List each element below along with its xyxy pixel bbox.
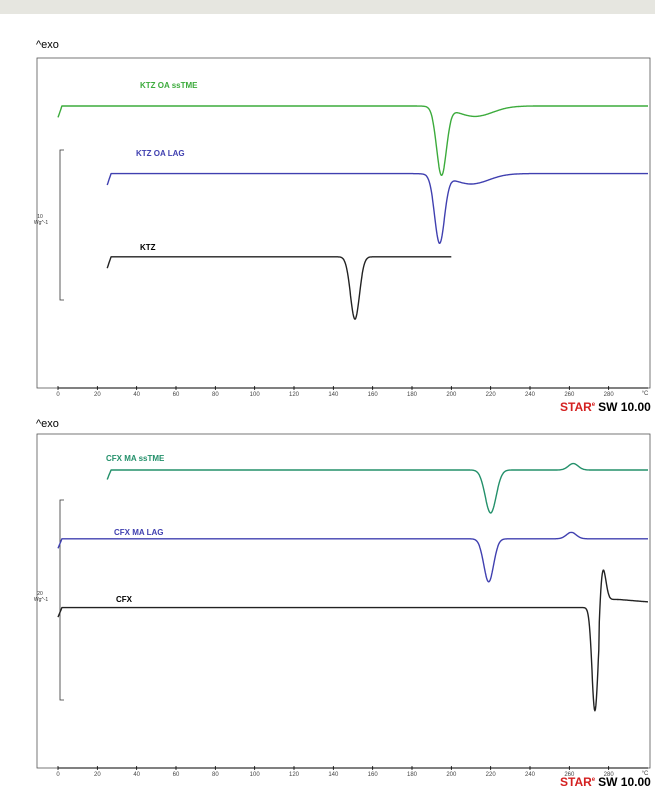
x-tick-label: 20: [94, 772, 101, 778]
series-curves: [57, 105, 649, 320]
x-tick-label: 200: [446, 772, 457, 778]
brand-sw: SW 10.00: [598, 775, 651, 789]
scale-bar: [59, 499, 64, 701]
brand-sw: SW 10.00: [598, 400, 651, 414]
series-label: CFX MA ssTME: [106, 454, 165, 463]
x-unit-label: °C: [642, 391, 649, 397]
x-unit-label: °C: [642, 771, 649, 777]
scale-bar-value: 20: [37, 591, 43, 597]
series-curves: [57, 462, 649, 712]
x-tick-label: 140: [328, 392, 339, 398]
x-tick-label: 280: [604, 392, 615, 398]
software-brand: STARe SW 10.00: [560, 775, 651, 789]
top-decorative-bar: [0, 0, 655, 14]
x-tick-label: 60: [173, 772, 180, 778]
series-line: [106, 462, 649, 514]
brand-reg: e: [592, 402, 596, 408]
plot-frame: [36, 57, 651, 389]
series-line: [106, 172, 649, 245]
x-tick-label: 20: [94, 392, 101, 398]
series-line: [57, 531, 649, 583]
x-tick-label: 200: [446, 392, 457, 398]
series-label: KTZ OA ssTME: [140, 81, 198, 90]
x-tick-label: 80: [212, 772, 219, 778]
x-tick-label: 120: [289, 772, 300, 778]
brand-star: STAR: [560, 775, 592, 789]
series-label: KTZ: [140, 243, 156, 252]
bottom-panel: ^exo 0 20 40 60 80 100 120 140 160 180 200 220 240 26…: [34, 418, 651, 789]
scale-bar: [59, 149, 64, 301]
x-tick-label: 280: [604, 772, 615, 778]
x-tick-label: 160: [368, 392, 379, 398]
scale-bar-value: 10: [37, 214, 43, 220]
x-tick-label: 220: [486, 392, 497, 398]
series-label: CFX MA LAG: [114, 528, 163, 537]
series-line: [106, 256, 452, 320]
x-tick-label: 100: [250, 772, 261, 778]
x-tick-label: 120: [289, 392, 300, 398]
x-tick-label: 40: [133, 392, 140, 398]
x-tick-label: 0: [56, 772, 60, 778]
brand-star: STAR: [560, 400, 592, 414]
exo-label: ^exo: [36, 39, 59, 51]
x-tick-label: 180: [407, 392, 418, 398]
series-line: [57, 569, 649, 712]
top-panel: ^exo 0 20 40 60 80 100 120 140 160 180 200 220 240 26…: [34, 39, 651, 414]
x-tick-label: 100: [250, 392, 261, 398]
x-tick-label: 240: [525, 772, 536, 778]
x-ticks: 0 20 40 60 80 100 120 140 160 180 200 220 240 260 280: [56, 766, 614, 778]
x-tick-label: 0: [56, 392, 60, 398]
x-tick-label: 60: [173, 392, 180, 398]
x-tick-label: 40: [133, 772, 140, 778]
series-label: CFX: [116, 595, 133, 604]
exo-label: ^exo: [36, 418, 59, 430]
scale-bar-unit: Wg^-1: [34, 597, 49, 603]
x-tick-label: 240: [525, 392, 536, 398]
x-tick-label: 140: [328, 772, 339, 778]
scale-bar-unit: Wg^-1: [34, 220, 49, 226]
x-tick-label: 160: [368, 772, 379, 778]
x-ticks: 0 20 40 60 80 100 120 140 160 180 200 220 240 260 280: [56, 386, 614, 398]
brand-reg: e: [592, 777, 596, 783]
x-tick-label: 260: [564, 392, 575, 398]
x-tick-label: 220: [486, 772, 497, 778]
x-tick-label: 260: [564, 772, 575, 778]
software-brand: STARe SW 10.00: [560, 400, 651, 414]
series-line: [57, 105, 649, 177]
x-tick-label: 180: [407, 772, 418, 778]
x-tick-label: 80: [212, 392, 219, 398]
series-label: KTZ OA LAG: [136, 149, 185, 158]
